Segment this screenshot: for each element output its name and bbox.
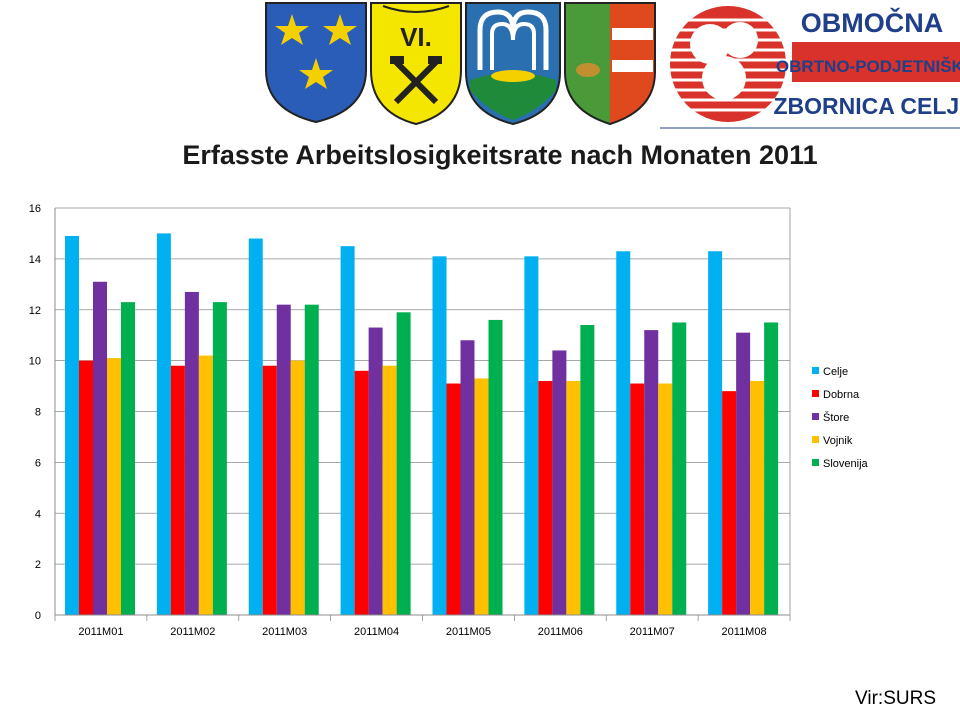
- source-label: Vir:SURS: [855, 688, 936, 709]
- legend-label: Dobrna: [823, 389, 860, 401]
- legend-swatch-štore: [812, 413, 819, 420]
- bar-vojnik: [750, 380, 765, 615]
- bar-vojnik: [382, 365, 397, 615]
- chamber-logo: OBMOČNA OBRTNO-PODJETNIŠKA ZBORNICA CELJ…: [660, 6, 960, 129]
- y-axis: 0 2 4 6 8 10 12 14 16: [29, 203, 56, 622]
- bar-štore: [460, 340, 475, 615]
- shield-text: VI.: [400, 22, 432, 52]
- x-axis: 2011M01 2011M02 2011M03 2011M04 2011M05 2011M…: [54, 614, 791, 638]
- x-tick-label: 2011M01: [78, 626, 123, 638]
- bar-vojnik: [658, 383, 673, 615]
- x-tick-label: 2011M08: [722, 626, 767, 638]
- chamber-line-1: OBMOČNA: [801, 7, 944, 38]
- bar-celje: [340, 246, 355, 615]
- bar-dobrna: [354, 370, 369, 615]
- y-tick-label: 10: [29, 356, 41, 368]
- y-tick-label: 14: [29, 254, 41, 266]
- bar-slovenija: [396, 312, 411, 615]
- chart-legend: Celje Dobrna Štore Vojnik Slovenija: [812, 366, 869, 470]
- bar-celje: [248, 238, 263, 615]
- y-tick-label: 6: [35, 457, 41, 469]
- x-tick-label: 2011M03: [262, 626, 307, 638]
- chart-bars: [65, 233, 779, 615]
- bar-slovenija: [212, 302, 227, 615]
- bar-vojnik: [566, 380, 581, 615]
- legend-swatch-slovenija: [812, 459, 819, 466]
- bar-štore: [93, 281, 107, 615]
- legend-swatch-celje: [812, 367, 819, 374]
- logos-graphic: VI.: [265, 2, 960, 129]
- bar-slovenija: [672, 322, 687, 615]
- bar-celje: [524, 256, 539, 615]
- x-tick-label: 2011M05: [446, 626, 491, 638]
- legend-label: Štore: [823, 411, 849, 424]
- bar-celje: [616, 251, 631, 615]
- y-tick-label: 2: [35, 559, 41, 571]
- x-tick-label: 2011M02: [170, 626, 215, 638]
- bar-vojnik: [474, 378, 489, 615]
- bar-dobrna: [446, 383, 461, 615]
- bar-štore: [736, 332, 751, 615]
- bar-vojnik: [290, 360, 305, 615]
- legend-swatch-dobrna: [812, 390, 819, 397]
- legend-swatch-vojnik: [812, 436, 819, 443]
- bar-štore: [552, 350, 567, 615]
- bar-dobrna: [630, 383, 645, 615]
- bar-celje: [432, 256, 447, 615]
- x-tick-label: 2011M07: [630, 626, 675, 638]
- chamber-line-3: ZBORNICA CELJE: [773, 93, 960, 119]
- legend-label: Celje: [823, 366, 848, 378]
- chart-title: Erfasste Arbeitslosigkeitsrate nach Mona…: [182, 140, 818, 170]
- bar-dobrna: [79, 360, 93, 615]
- bar-dobrna: [170, 365, 185, 615]
- bar-celje: [156, 233, 171, 615]
- legend-label: Vojnik: [823, 435, 853, 447]
- bar-dobrna: [722, 391, 737, 615]
- legend-label: Slovenija: [823, 458, 869, 470]
- bar-celje: [65, 235, 79, 615]
- bar-slovenija: [580, 325, 595, 615]
- bar-dobrna: [262, 365, 277, 615]
- bar-slovenija: [488, 319, 503, 615]
- bar-slovenija: [304, 304, 319, 615]
- bar-slovenija: [764, 322, 779, 615]
- bar-dobrna: [538, 380, 553, 615]
- x-tick-label: 2011M06: [538, 626, 583, 638]
- fountain-coat-of-arms: [465, 2, 561, 126]
- bar-vojnik: [198, 355, 213, 615]
- bar-štore: [184, 291, 199, 615]
- bar-štore: [644, 330, 659, 615]
- y-tick-label: 8: [35, 407, 41, 419]
- logo-banner: VI.: [0, 0, 960, 130]
- y-tick-label: 16: [29, 203, 41, 215]
- vi-miners-coat-of-arms: VI.: [370, 2, 462, 126]
- x-tick-label: 2011M04: [354, 626, 399, 638]
- y-tick-label: 0: [35, 610, 41, 622]
- y-tick-label: 12: [29, 305, 41, 317]
- bar-vojnik: [107, 358, 121, 615]
- stars-coat-of-arms: [265, 2, 367, 124]
- y-tick-label: 4: [35, 508, 41, 520]
- bar-slovenija: [121, 302, 135, 615]
- bar-štore: [276, 304, 291, 615]
- bar-celje: [708, 251, 723, 615]
- green-red-coat-of-arms: [564, 2, 656, 126]
- bar-štore: [368, 327, 383, 615]
- chamber-line-2: OBRTNO-PODJETNIŠKA: [776, 57, 960, 76]
